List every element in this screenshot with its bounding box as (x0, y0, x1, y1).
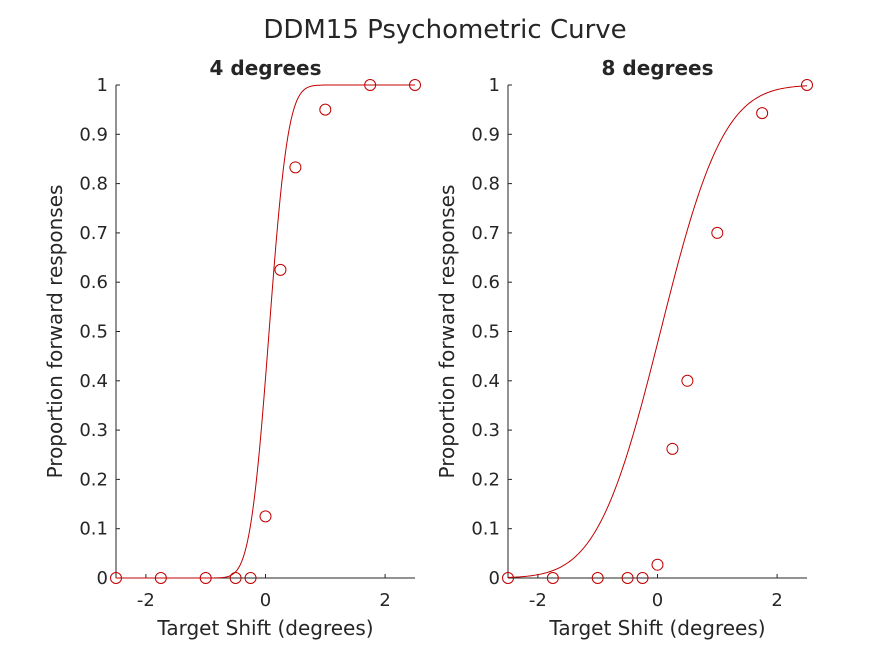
data-point (591, 572, 604, 584)
data-point (711, 226, 724, 239)
subplot-title: 4 degrees (210, 56, 322, 80)
data-point (681, 374, 694, 387)
chart-panel-2: 0 0.1 0.2 0.3 0.4 0.5 0.6 0.7 0.8 0.9 1 -2 0 2 8 degre… (435, 56, 813, 640)
y-tick-label: 0.4 (471, 371, 500, 392)
x-tick-label: 0 (652, 590, 663, 611)
x-axis-label: Target Shift (degrees) (156, 616, 373, 640)
y-tick-label: 0 (97, 568, 108, 589)
x-tick-label: 2 (771, 590, 782, 611)
y-axis-label: Proportion forward responses (43, 185, 67, 479)
y-tick-label: 0.2 (471, 469, 500, 490)
y-tick-label: 0.7 (471, 223, 500, 244)
y-tick-label: 0.8 (471, 174, 500, 195)
x-tick-label: 2 (379, 590, 390, 611)
x-tick-label: -2 (137, 590, 155, 611)
y-tick-label: 0 (489, 568, 500, 589)
data-point (319, 103, 332, 116)
x-axis-label: Target Shift (degrees) (548, 616, 765, 640)
y-tick-label: 0.5 (79, 322, 108, 343)
y-tick-label: 0.7 (79, 223, 108, 244)
y-tick-label: 1 (489, 75, 500, 96)
y-tick-label: 0.4 (79, 371, 108, 392)
data-point (801, 79, 813, 91)
y-tick-label: 0.9 (471, 124, 500, 145)
y-tick-label: 1 (97, 75, 108, 96)
data-point (651, 558, 664, 571)
subplot-title: 8 degrees (602, 56, 714, 80)
y-tick-label: 0.3 (471, 420, 500, 441)
fit-curve (507, 85, 808, 578)
data-point (636, 572, 649, 584)
chart-panel-1: 0 0.1 0.2 0.3 0.4 0.5 0.6 0.7 0.8 0.9 1 -2 0 2 4 degre… (43, 56, 421, 640)
data-point (756, 107, 769, 120)
y-tick-label: 0.9 (79, 124, 108, 145)
figure-title: DDM15 Psychometric Curve (263, 15, 626, 45)
y-tick-label: 0.1 (471, 519, 500, 540)
fit-curve (116, 84, 415, 579)
data-point (289, 161, 302, 174)
data-point (546, 572, 559, 584)
data-point (502, 572, 514, 584)
y-tick-label: 0.6 (471, 272, 500, 293)
x-tick-label: 0 (260, 590, 271, 611)
data-point (259, 510, 272, 523)
data-point (274, 263, 287, 276)
data-point (244, 572, 257, 584)
y-tick-label: 0.5 (471, 322, 500, 343)
y-tick-label: 0.6 (79, 272, 108, 293)
data-point (666, 442, 679, 455)
y-tick-label: 0.8 (79, 174, 108, 195)
data-point (621, 572, 634, 584)
y-tick-label: 0.1 (79, 519, 108, 540)
y-tick-label: 0.3 (79, 420, 108, 441)
y-axis-label: Proportion forward responses (435, 185, 459, 479)
x-tick-label: -2 (529, 590, 547, 611)
y-tick-label: 0.2 (79, 469, 108, 490)
